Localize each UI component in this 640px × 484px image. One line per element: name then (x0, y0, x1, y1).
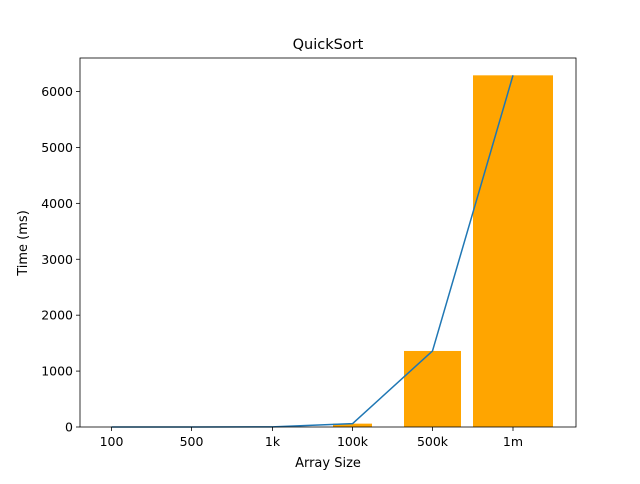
bar-1m (473, 75, 553, 427)
x-tick-label: 1m (503, 434, 523, 449)
y-tick-label: 4000 (41, 196, 73, 211)
y-tick-label: 5000 (41, 140, 73, 155)
y-tick-label: 3000 (41, 252, 73, 267)
x-tick-label: 500k (417, 434, 449, 449)
y-axis-label: Time (ms) (16, 210, 31, 277)
chart-title: QuickSort (293, 37, 364, 53)
y-tick-label: 2000 (41, 308, 73, 323)
x-tick-label: 1k (265, 434, 281, 449)
x-axis-label: Array Size (295, 456, 361, 471)
x-tick-label: 100 (100, 434, 124, 449)
y-tick-label: 0 (65, 420, 73, 435)
y-tick-label: 6000 (41, 84, 73, 99)
bar-500k (404, 351, 461, 427)
y-tick-label: 1000 (41, 364, 73, 379)
x-tick-label: 100k (337, 434, 369, 449)
x-tick-label: 500 (180, 434, 204, 449)
